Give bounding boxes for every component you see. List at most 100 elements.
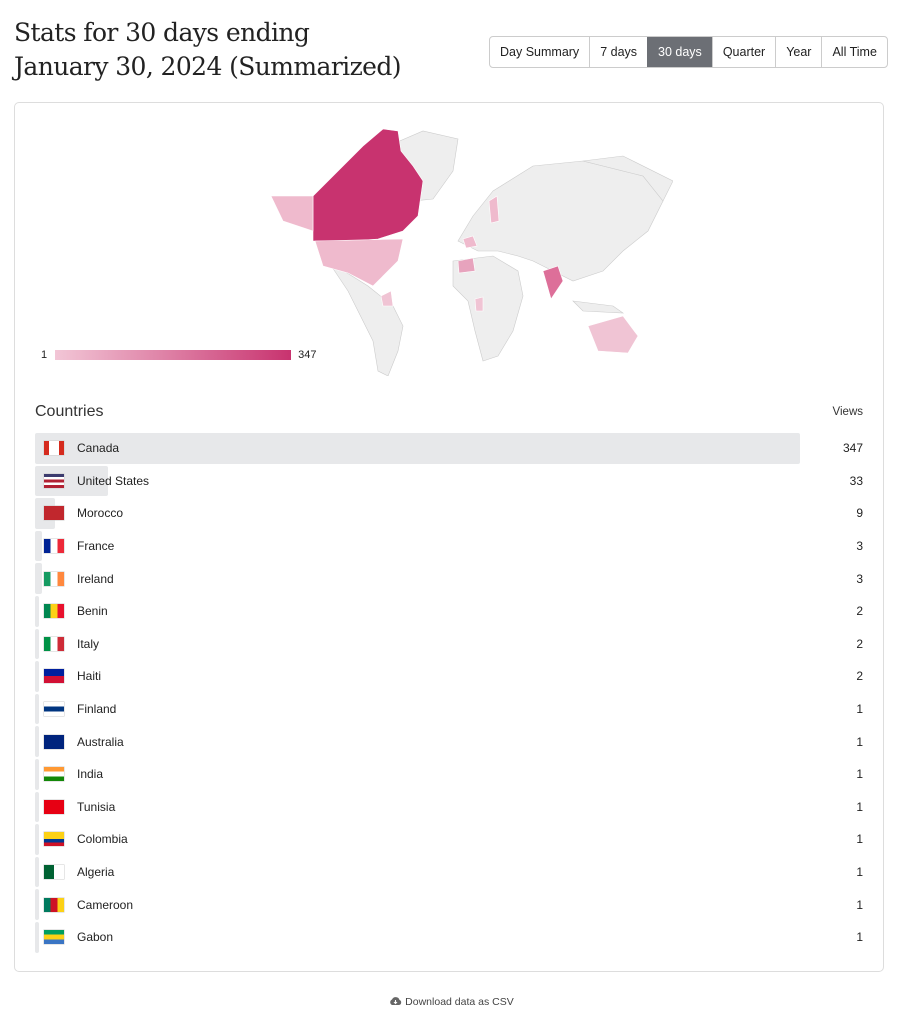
flag-united-states-icon xyxy=(44,473,64,488)
views-count: 1 xyxy=(856,930,863,945)
views-count: 2 xyxy=(856,636,863,651)
views-bar xyxy=(35,824,39,855)
range-day-summary-button[interactable]: Day Summary xyxy=(500,45,580,59)
map-morocco[interactable] xyxy=(457,257,476,274)
table-row[interactable]: India 1 xyxy=(35,758,863,791)
views-bar xyxy=(35,889,39,920)
world-map[interactable] xyxy=(253,121,673,376)
flag-france-icon xyxy=(44,539,64,554)
views-bar xyxy=(35,628,40,660)
views-count: 3 xyxy=(856,539,863,554)
table-row[interactable]: Finland 1 xyxy=(35,693,863,726)
stats-card: 1 347 Countries Views Canada 347 United St… xyxy=(14,102,884,972)
map-usa[interactable] xyxy=(314,238,404,287)
download-csv-label: Download data as CSV xyxy=(405,996,514,1008)
views-count: 9 xyxy=(856,506,863,521)
views-count: 1 xyxy=(856,702,863,717)
views-count: 1 xyxy=(856,734,863,749)
map-cameroon-gabon[interactable] xyxy=(474,296,484,312)
table-row[interactable]: Australia 1 xyxy=(35,725,863,758)
map-india[interactable] xyxy=(542,265,564,300)
map-europe-asia[interactable] xyxy=(457,160,664,282)
country-name: Morocco xyxy=(77,506,124,521)
country-name: Ireland xyxy=(77,571,114,586)
countries-list: Canada 347 United States 33 Morocco 9 France 3 I… xyxy=(35,432,863,954)
views-bar xyxy=(35,595,40,627)
views-bar xyxy=(35,791,39,823)
map-africa[interactable] xyxy=(452,255,524,362)
country-name: India xyxy=(77,767,104,782)
views-count: 2 xyxy=(856,669,863,684)
table-row[interactable]: Tunisia 1 xyxy=(35,791,863,824)
flag-ireland-icon xyxy=(44,571,64,586)
country-name: Cameroon xyxy=(77,897,134,912)
table-row[interactable]: Morocco 9 xyxy=(35,497,863,530)
range-quarter-button[interactable]: Quarter xyxy=(711,37,775,67)
flag-cameroon-icon xyxy=(44,897,64,912)
views-bar xyxy=(35,433,800,464)
country-name: Algeria xyxy=(77,865,115,880)
title-line-1: Stats for 30 days ending xyxy=(14,18,310,47)
map-legend: 1 347 xyxy=(41,349,316,361)
flag-italy-icon xyxy=(44,636,64,651)
country-name: Finland xyxy=(77,702,117,717)
views-bar xyxy=(35,563,42,594)
table-row[interactable]: Ireland 3 xyxy=(35,562,863,595)
country-name: Australia xyxy=(77,734,124,749)
period-selector: Day Summary 7 days 30 days Quarter Year All T… xyxy=(489,36,888,68)
range-30-days-button[interactable]: 30 days xyxy=(647,37,712,67)
views-count: 1 xyxy=(856,832,863,847)
views-heading: Views xyxy=(832,406,863,418)
countries-heading: Countries xyxy=(35,403,104,420)
table-row[interactable]: Canada 347 xyxy=(35,432,863,465)
title-line-2: January 30, 2024 (Summarized) xyxy=(14,52,402,81)
range-all-time-button[interactable]: All Time xyxy=(821,37,886,67)
views-count: 33 xyxy=(849,473,863,488)
views-bar xyxy=(35,726,39,757)
views-bar xyxy=(35,921,39,953)
range-year-button[interactable]: Year xyxy=(775,37,821,67)
flag-benin-icon xyxy=(44,604,64,619)
table-row[interactable]: France 3 xyxy=(35,530,863,563)
views-count: 3 xyxy=(856,571,863,586)
legend-max: 347 xyxy=(298,349,317,361)
views-count: 347 xyxy=(842,441,863,456)
country-name: United States xyxy=(77,473,150,488)
map-france-ireland[interactable] xyxy=(462,235,478,249)
table-row[interactable]: Colombia 1 xyxy=(35,823,863,856)
views-bar xyxy=(35,693,39,725)
views-count: 1 xyxy=(856,767,863,782)
table-row[interactable]: Gabon 1 xyxy=(35,921,863,954)
map-russia-east[interactable] xyxy=(582,155,673,202)
table-row[interactable]: Italy 2 xyxy=(35,628,863,661)
flag-finland-icon xyxy=(44,702,64,717)
table-row[interactable]: Cameroon 1 xyxy=(35,888,863,921)
page-title: Stats for 30 days ending January 30, 2024… xyxy=(14,16,402,84)
views-bar xyxy=(35,530,42,562)
map-indonesia[interactable] xyxy=(572,300,625,314)
download-csv-link[interactable]: Download data as CSV xyxy=(0,996,903,1008)
flag-colombia-icon xyxy=(44,832,64,847)
views-bar xyxy=(35,856,39,888)
flag-canada-icon xyxy=(44,441,64,456)
map-alaska[interactable] xyxy=(270,195,314,232)
map-colombia[interactable] xyxy=(380,290,394,307)
flag-haiti-icon xyxy=(44,669,64,684)
country-name: Colombia xyxy=(77,832,128,847)
country-name: Canada xyxy=(77,441,120,456)
views-bar xyxy=(35,661,40,692)
country-name: Tunisia xyxy=(77,799,116,814)
table-row[interactable]: Benin 2 xyxy=(35,595,863,628)
flag-gabon-icon xyxy=(44,930,64,945)
map-australia[interactable] xyxy=(587,315,639,354)
flag-australia-icon xyxy=(44,734,64,749)
views-count: 1 xyxy=(856,865,863,880)
map-finland[interactable] xyxy=(488,195,500,224)
views-count: 1 xyxy=(856,897,863,912)
table-row[interactable]: Algeria 1 xyxy=(35,856,863,889)
table-row[interactable]: United States 33 xyxy=(35,465,863,498)
range-7-days-button[interactable]: 7 days xyxy=(589,37,647,67)
country-name: Italy xyxy=(77,636,100,651)
country-name: France xyxy=(77,539,115,554)
table-row[interactable]: Haiti 2 xyxy=(35,660,863,693)
